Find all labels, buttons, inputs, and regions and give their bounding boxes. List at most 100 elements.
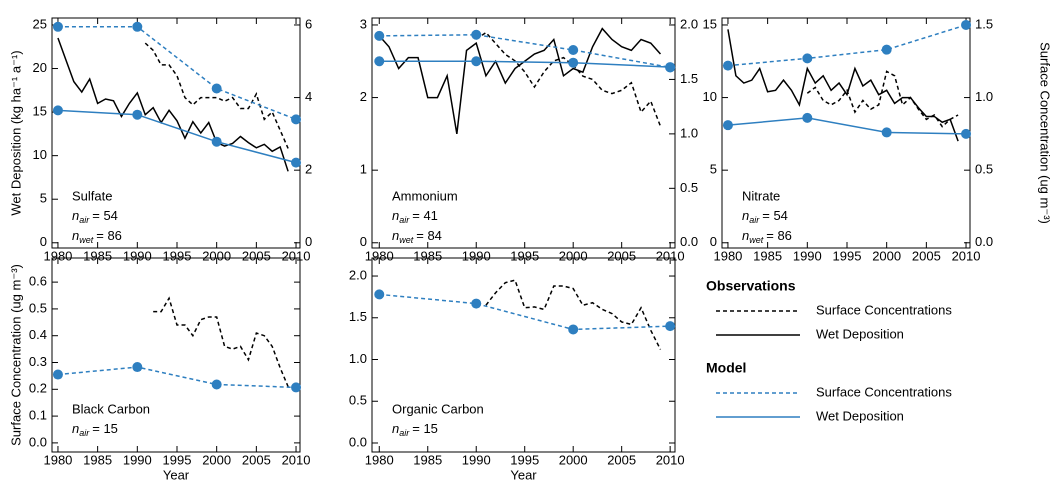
sample-count: nair = 15 — [392, 421, 438, 438]
x-tick-label: 1985 — [413, 248, 442, 263]
model-point — [961, 128, 972, 139]
series-line — [57, 26, 297, 121]
model-point — [374, 289, 385, 300]
x-tick-label: 2005 — [242, 248, 271, 263]
model-point — [881, 44, 892, 55]
panel-label: Organic Carbon — [392, 401, 484, 416]
model-point — [132, 109, 143, 120]
sample-count: nair = 54 — [72, 208, 118, 225]
y2-tick-label: 6 — [305, 16, 312, 31]
series-line — [57, 109, 297, 164]
sample-count: nwet = 84 — [392, 228, 442, 245]
x-tick-label: 1985 — [753, 248, 782, 263]
model-point — [211, 136, 222, 147]
count-symbol: n — [742, 208, 749, 223]
y-tick-label: 0.6 — [29, 274, 47, 289]
count-subscript: air — [79, 428, 90, 438]
x-tick-label: 2010 — [656, 452, 685, 467]
count-text: = 86 — [96, 228, 122, 243]
x-tick-label: 2010 — [282, 452, 311, 467]
x-tick-label: 1980 — [43, 452, 72, 467]
x-tick-label: 1995 — [510, 248, 539, 263]
x-tick-label: 2000 — [202, 452, 231, 467]
count-text: = 15 — [92, 421, 118, 436]
y-axis-label: Wet Deposition (kg ha⁻¹ a⁻¹) — [8, 50, 23, 215]
x-tick-label: 2010 — [282, 248, 311, 263]
legend-group: Observations — [706, 278, 796, 294]
plot-frame — [51, 17, 301, 249]
plot-frame — [371, 257, 676, 453]
count-text: = 54 — [762, 208, 788, 223]
x-tick-label: 2005 — [607, 452, 636, 467]
count-text: = 41 — [412, 208, 438, 223]
model-point — [211, 379, 222, 390]
x-tick-label: 2000 — [559, 248, 588, 263]
model-point — [374, 56, 385, 67]
x-tick-label: 1995 — [163, 452, 192, 467]
model-point — [802, 112, 813, 123]
x-tick-label: 1990 — [123, 248, 152, 263]
x-tick-label: 1980 — [713, 248, 742, 263]
model-point — [471, 56, 482, 67]
model-point — [52, 105, 63, 116]
count-subscript: wet — [399, 235, 414, 245]
y-tick-label: 0.5 — [349, 393, 367, 408]
series-line — [57, 366, 297, 389]
count-subscript: air — [79, 215, 90, 225]
y-tick-label: 25 — [33, 16, 47, 31]
series-line — [57, 37, 289, 172]
series-line — [144, 42, 289, 149]
y-tick-label: 15 — [33, 104, 47, 119]
y-tick-label: 10 — [33, 147, 47, 162]
count-symbol: n — [392, 208, 399, 223]
x-tick-label: 2000 — [872, 248, 901, 263]
y-tick-label: 2.0 — [349, 267, 367, 282]
legend-label: Surface Concentrations — [816, 302, 952, 317]
x-axis-label: Year — [510, 467, 537, 482]
sample-count: nair = 41 — [392, 208, 438, 225]
plot-frame — [371, 17, 676, 249]
series-line — [727, 29, 959, 142]
x-tick-label: 1980 — [43, 248, 72, 263]
model-point — [802, 53, 813, 64]
y2-tick-label: 0.5 — [680, 180, 698, 195]
y-tick-label: 2 — [360, 89, 367, 104]
legend-label: Surface Concentrations — [816, 384, 952, 399]
y-tick-label: 5 — [40, 191, 47, 206]
y2-tick-label: 1.5 — [975, 16, 993, 31]
x-tick-label: 1990 — [793, 248, 822, 263]
model-point — [881, 127, 892, 138]
y-tick-label: 0.0 — [29, 434, 47, 449]
count-subscript: air — [399, 428, 410, 438]
model-point — [132, 362, 143, 373]
x-tick-label: 1995 — [510, 452, 539, 467]
series-line — [806, 70, 959, 128]
y2-tick-label: 0.0 — [975, 234, 993, 249]
count-text: = 54 — [92, 208, 118, 223]
y-tick-label: 0.4 — [29, 327, 47, 342]
model-point — [961, 19, 972, 30]
y-tick-label: 10 — [703, 89, 717, 104]
y-tick-label: 1.0 — [349, 351, 367, 366]
x-tick-label: 1985 — [83, 248, 112, 263]
x-tick-label: 1990 — [123, 452, 152, 467]
series-line — [379, 60, 671, 68]
model-point — [665, 321, 676, 332]
y-tick-label: 20 — [33, 60, 47, 75]
sample-count: nair = 15 — [72, 421, 118, 438]
model-point — [211, 83, 222, 94]
x-tick-label: 2005 — [242, 452, 271, 467]
model-point — [471, 29, 482, 40]
count-symbol: n — [72, 228, 79, 243]
series-line — [727, 24, 967, 67]
model-point — [471, 298, 482, 309]
count-symbol: n — [742, 228, 749, 243]
y-tick-label: 0.3 — [29, 354, 47, 369]
y-tick-label: 3 — [360, 16, 367, 31]
x-tick-label: 1990 — [462, 452, 491, 467]
model-point — [722, 120, 733, 131]
model-point — [291, 157, 302, 168]
y-tick-label: 0.0 — [349, 434, 367, 449]
y-tick-label: 0 — [360, 234, 367, 249]
